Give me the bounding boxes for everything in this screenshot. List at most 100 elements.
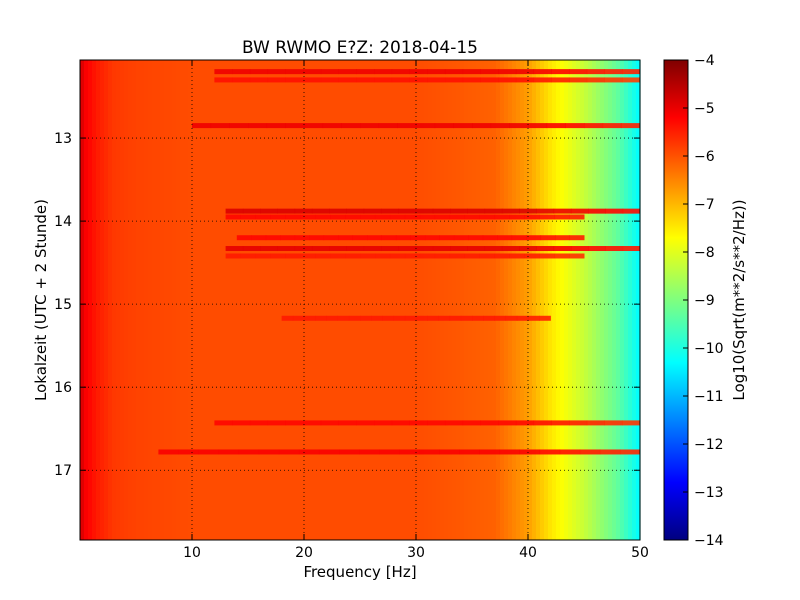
spectral-band — [415, 208, 434, 214]
spectral-band — [621, 123, 641, 129]
spectral-band — [277, 208, 296, 214]
colorbar-tick-label: −5 — [694, 101, 715, 117]
spectral-band — [494, 214, 510, 220]
spectral-band — [360, 315, 372, 321]
spectral-band — [484, 208, 503, 214]
spectral-band — [509, 214, 525, 220]
spectrum-column — [448, 60, 453, 540]
spectrum-column — [632, 60, 637, 540]
spectrum-column — [444, 60, 449, 540]
spectral-band — [533, 77, 552, 83]
spectral-band — [439, 449, 460, 455]
spectral-band — [468, 235, 484, 241]
spectrum-column — [276, 60, 281, 540]
spectral-band — [539, 214, 555, 220]
spectral-band — [225, 253, 242, 259]
spectrum-column — [516, 60, 521, 540]
spectrum-column — [520, 60, 525, 540]
spectral-band — [338, 420, 357, 426]
spectral-band — [281, 315, 294, 321]
spectral-band — [267, 77, 286, 83]
spectral-band — [374, 420, 393, 426]
spectral-band — [352, 235, 368, 241]
spectral-band — [416, 123, 436, 129]
spectral-band — [356, 420, 375, 426]
spectral-band — [555, 235, 571, 241]
spectrum-column — [380, 60, 385, 540]
spectrum-column — [172, 60, 177, 540]
spectral-band — [622, 208, 641, 214]
colorbar-tick-label: −13 — [694, 485, 724, 501]
spectral-band — [622, 77, 641, 83]
spectral-band — [214, 420, 233, 426]
spectral-band — [498, 77, 517, 83]
spectral-band — [472, 123, 492, 129]
spectral-band — [318, 449, 340, 455]
spectral-band — [339, 449, 360, 455]
spectrum-column — [612, 60, 617, 540]
spectrum-column — [120, 60, 125, 540]
spectral-band — [229, 123, 249, 129]
plot-frame — [79, 59, 641, 541]
spectral-band — [192, 123, 212, 129]
spectrum-column — [80, 60, 85, 540]
spectrum-column — [304, 60, 309, 540]
spectral-band — [462, 420, 481, 426]
spectral-band — [553, 208, 572, 214]
spectral-band — [622, 420, 641, 426]
spectrum-column — [236, 60, 241, 540]
spectrum-column — [328, 60, 333, 540]
spectrum-column — [524, 60, 529, 540]
spectral-band — [438, 315, 451, 321]
spectral-band — [483, 315, 495, 321]
spectral-band — [304, 123, 324, 129]
spectrum-column — [224, 60, 229, 540]
spectrum-column — [472, 60, 477, 540]
colorbar-tick-label: −14 — [694, 533, 724, 549]
colorbar-tick-label: −6 — [694, 149, 715, 165]
spectral-band — [604, 77, 623, 83]
spectrum-column — [216, 60, 221, 540]
spectral-band — [439, 235, 455, 241]
spectral-band — [539, 315, 551, 321]
spectrum-column — [136, 60, 141, 540]
spectral-band — [479, 253, 495, 259]
spectrum-column — [176, 60, 181, 540]
spectrum-column — [552, 60, 557, 540]
spectrum-column — [384, 60, 389, 540]
spectral-band — [270, 214, 286, 220]
spectral-band — [540, 235, 556, 241]
spectral-band — [285, 77, 304, 83]
spectral-band — [539, 253, 555, 259]
spectral-band — [294, 246, 313, 252]
spectrum-column — [464, 60, 469, 540]
spectral-band — [519, 449, 541, 455]
spectral-band — [528, 123, 548, 129]
spectrum-column — [128, 60, 133, 540]
spectral-band — [467, 208, 486, 214]
spectrum-column — [584, 60, 589, 540]
spectrum-column — [184, 60, 189, 540]
spectral-band — [416, 315, 428, 321]
spectral-band — [322, 123, 342, 129]
y-tick-label: 13 — [54, 131, 72, 147]
spectral-band — [419, 253, 436, 259]
colorbar-ticks: −4 −5 −6 −7 −8 −9 −10 −11 −12 −13 −14 — [683, 53, 724, 549]
spectrum-column — [300, 60, 305, 540]
spectrum-column — [196, 60, 201, 540]
spectrum-column — [208, 60, 213, 540]
spectral-band — [242, 246, 261, 252]
y-tick-label: 17 — [54, 463, 72, 479]
spectral-band — [409, 77, 428, 83]
spectral-band — [255, 214, 271, 220]
spectral-band — [348, 315, 361, 321]
spectrum-column — [108, 60, 113, 540]
spectral-band — [444, 420, 464, 426]
spectral-band — [533, 69, 552, 75]
spectral-band — [459, 449, 480, 455]
spectral-band — [178, 449, 200, 455]
spectrum-column — [132, 60, 137, 540]
spectral-band — [605, 246, 624, 252]
spectral-band — [374, 253, 391, 259]
spectral-band — [494, 253, 510, 259]
